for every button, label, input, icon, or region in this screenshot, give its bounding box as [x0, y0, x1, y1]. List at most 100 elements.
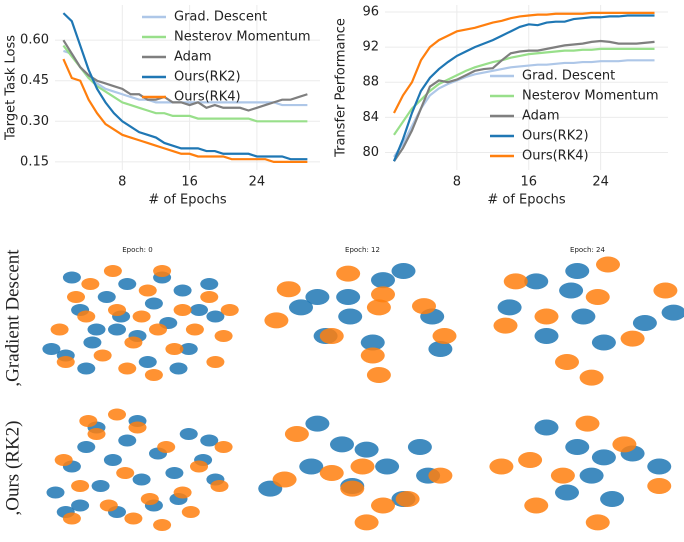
- point: [206, 356, 225, 368]
- point: [591, 334, 616, 351]
- point: [354, 514, 379, 531]
- point: [585, 289, 610, 305]
- line: [392, 14, 655, 162]
- point: [190, 304, 208, 316]
- point: [179, 343, 198, 355]
- point: [165, 467, 184, 479]
- point: [559, 282, 584, 299]
- point: [596, 256, 620, 273]
- point: [118, 434, 137, 447]
- point: [42, 343, 61, 355]
- point: [354, 441, 379, 458]
- point: [600, 491, 625, 507]
- point: [108, 408, 126, 421]
- point: [407, 439, 432, 455]
- point: [428, 467, 453, 484]
- point: [214, 441, 233, 453]
- legend-label: Adam: [174, 50, 212, 65]
- point: [264, 312, 289, 329]
- point: [181, 506, 200, 518]
- point: [493, 317, 518, 334]
- x-tick-label: 8: [118, 175, 126, 190]
- point: [503, 273, 528, 290]
- point: [555, 484, 579, 501]
- point: [200, 278, 219, 290]
- point: [77, 441, 96, 453]
- legend-label: Grad. Descent: [522, 69, 615, 84]
- point: [185, 323, 204, 336]
- point: [144, 297, 163, 310]
- point: [169, 362, 188, 375]
- point: [103, 454, 122, 466]
- y-tick-label: 80: [362, 145, 379, 160]
- point: [79, 415, 98, 427]
- legend-label: Ours(RK2): [174, 70, 241, 85]
- point: [305, 415, 330, 432]
- point: [173, 304, 192, 316]
- point: [124, 336, 143, 349]
- point: [653, 282, 678, 299]
- point: [620, 330, 645, 347]
- point: [62, 512, 81, 525]
- y-tick-label: 96: [362, 5, 379, 20]
- point: [632, 315, 657, 331]
- point: [83, 336, 102, 349]
- point: [71, 499, 90, 512]
- legend-label: Ours(RK4): [174, 90, 241, 105]
- point: [108, 304, 126, 316]
- line: [62, 58, 308, 163]
- point: [214, 330, 233, 342]
- point: [366, 299, 391, 316]
- legend-label: Nesterov Momentum: [174, 30, 311, 45]
- point: [305, 289, 330, 305]
- line: [62, 44, 308, 123]
- point: [140, 493, 159, 505]
- x-tick-label: 8: [453, 175, 461, 190]
- point: [81, 278, 100, 290]
- point: [336, 265, 361, 282]
- y-tick-label: 0.45: [20, 73, 49, 88]
- point: [284, 426, 309, 442]
- point: [67, 291, 85, 303]
- point: [489, 458, 514, 475]
- point: [91, 480, 110, 492]
- point: [173, 486, 192, 499]
- point: [579, 467, 604, 484]
- x-tick-label: 16: [520, 175, 537, 190]
- x-tick-label: 24: [249, 175, 266, 190]
- point: [534, 419, 559, 436]
- point: [565, 439, 590, 455]
- point: [289, 299, 313, 316]
- point: [395, 491, 420, 507]
- y-tick-label: 0.60: [20, 33, 49, 48]
- legend-label: Ours(RK2): [522, 129, 589, 144]
- point: [87, 428, 106, 440]
- legend-label: Ours(RK4): [522, 149, 589, 164]
- point: [71, 480, 90, 492]
- point: [153, 265, 172, 277]
- point: [661, 304, 684, 321]
- point: [179, 428, 198, 440]
- point: [518, 452, 543, 468]
- point: [165, 343, 184, 355]
- point: [54, 454, 73, 466]
- point: [432, 328, 457, 344]
- point: [50, 323, 69, 336]
- row-label: ,Ours (RK2): [2, 421, 23, 516]
- point: [149, 323, 167, 336]
- point: [612, 436, 637, 453]
- point: [428, 341, 453, 357]
- row-label: ,Gradient Descent: [2, 249, 23, 387]
- point: [330, 436, 354, 453]
- point: [412, 298, 436, 315]
- point: [371, 272, 395, 289]
- line: [393, 59, 655, 158]
- point: [138, 284, 157, 297]
- point: [56, 356, 75, 368]
- point: [118, 278, 137, 290]
- x-axis-label: # of Epochs: [148, 193, 226, 208]
- line: [62, 39, 308, 112]
- point: [190, 460, 208, 473]
- point: [585, 514, 610, 531]
